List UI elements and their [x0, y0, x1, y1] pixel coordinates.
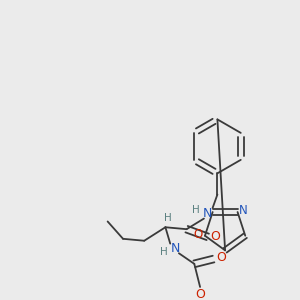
Text: H: H — [192, 205, 200, 215]
Text: H: H — [164, 213, 172, 223]
Text: H: H — [160, 247, 167, 257]
Text: O: O — [195, 288, 205, 300]
Text: O: O — [211, 230, 220, 243]
Text: O: O — [194, 228, 203, 241]
Text: N: N — [170, 242, 180, 255]
Text: N: N — [203, 207, 212, 220]
Text: N: N — [239, 204, 248, 217]
Text: O: O — [216, 250, 226, 264]
